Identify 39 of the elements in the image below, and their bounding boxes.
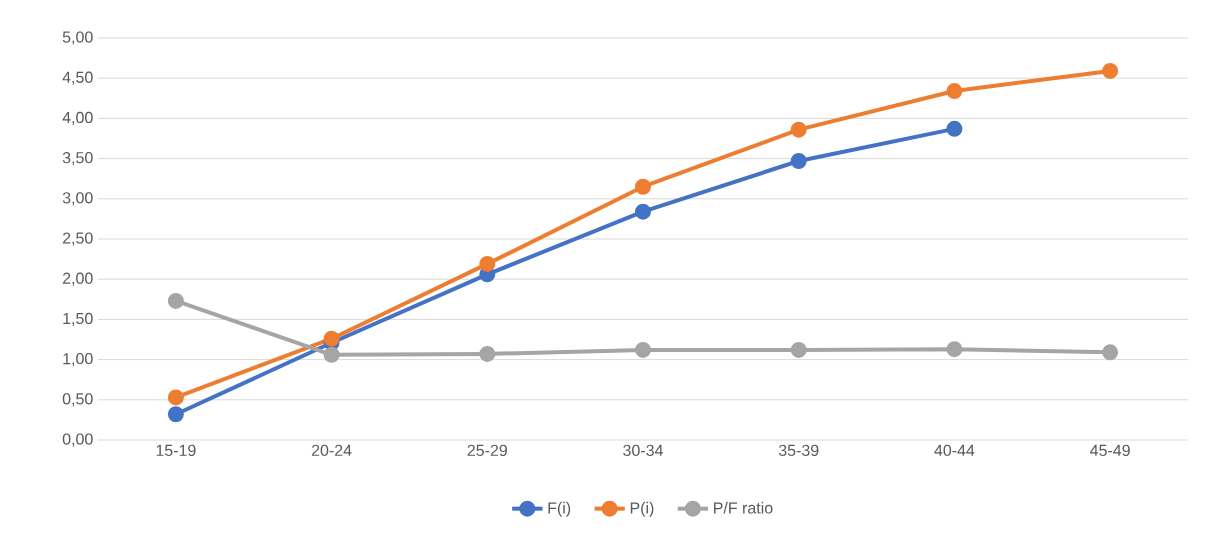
x-tick-label: 15-19 [156, 444, 196, 457]
x-tick-label: 25-29 [467, 444, 507, 457]
x-tick-label: 30-34 [623, 444, 663, 457]
point [167, 292, 184, 309]
y-tick-label: 2,50 [62, 232, 93, 246]
point [946, 83, 963, 100]
legend-label: F(i) [548, 501, 571, 517]
point [323, 330, 340, 347]
y-tick-label: 0,00 [62, 433, 93, 447]
point [479, 255, 496, 272]
y-tick-label: 3,00 [62, 192, 93, 206]
point [635, 178, 651, 195]
point [1102, 62, 1119, 79]
point [946, 120, 963, 137]
y-tick-label: 1,00 [63, 352, 93, 367]
point [635, 341, 651, 358]
y-tick-label: 0,50 [62, 393, 93, 407]
point [946, 341, 963, 358]
y-tick-label: 4,00 [62, 111, 93, 125]
point [323, 346, 340, 363]
legend-label: P/F ratio [714, 501, 773, 514]
x-tick-label: 35-39 [778, 444, 819, 457]
legend-label: P(i) [630, 501, 654, 517]
x-tick-label: 40-44 [934, 444, 975, 457]
point [479, 345, 496, 362]
x-tick-label: 45-49 [1090, 444, 1130, 457]
point [635, 203, 651, 220]
point [790, 121, 807, 138]
y-tick-label: 4,50 [62, 71, 93, 85]
y-tick-label: 2,00 [62, 272, 93, 286]
y-tick-label: 1,50 [63, 312, 93, 326]
point [1102, 344, 1119, 361]
point [790, 153, 807, 170]
y-tick-label: 3,50 [62, 151, 93, 166]
point [790, 341, 807, 358]
point [167, 406, 184, 423]
x-tick-label: 20-24 [311, 444, 352, 457]
y-tick-label: 5,00 [62, 31, 93, 45]
point [167, 389, 184, 406]
